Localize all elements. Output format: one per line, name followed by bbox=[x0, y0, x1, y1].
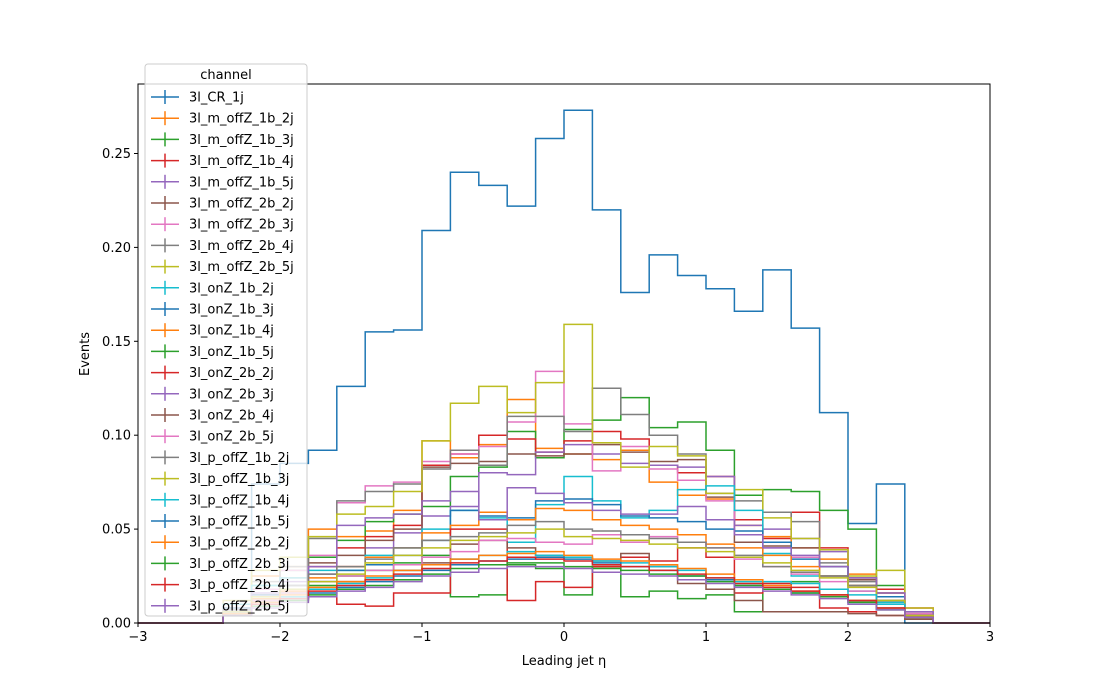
legend-label: 3l_p_offZ_2b_2j bbox=[189, 536, 289, 551]
legend-entry-3l_p_offZ_2b_2j: 3l_p_offZ_2b_2j bbox=[151, 535, 289, 551]
x-axis-label: Leading jet η bbox=[522, 654, 607, 669]
legend-label: 3l_p_offZ_1b_5j bbox=[189, 515, 289, 530]
x-tick-label: 2 bbox=[844, 630, 852, 645]
legend-label: 3l_onZ_2b_5j bbox=[189, 430, 274, 445]
legend-entry-3l_onZ_1b_2j: 3l_onZ_1b_2j bbox=[151, 280, 274, 296]
x-tick-label: 3 bbox=[986, 630, 994, 645]
legend-entries: 3l_CR_1j 3l_m_offZ_1b_2j 3l_m_offZ_1b_3j 3l… bbox=[151, 90, 294, 614]
legend-entry-3l_onZ_1b_3j: 3l_onZ_1b_3j bbox=[151, 302, 274, 318]
legend-entry-3l_m_offZ_2b_5j: 3l_m_offZ_2b_5j bbox=[151, 259, 294, 275]
legend-entry-3l_m_offZ_2b_2j: 3l_m_offZ_2b_2j bbox=[151, 196, 294, 212]
legend-entry-3l_p_offZ_2b_3j: 3l_p_offZ_2b_3j bbox=[151, 556, 289, 572]
legend-label: 3l_onZ_2b_2j bbox=[189, 366, 274, 381]
legend-label: 3l_onZ_1b_2j bbox=[189, 281, 274, 296]
legend-label: 3l_onZ_1b_5j bbox=[189, 345, 274, 360]
x-tick-label: −2 bbox=[270, 630, 289, 645]
legend-entry-3l_onZ_2b_2j: 3l_onZ_2b_2j bbox=[151, 365, 274, 381]
series-line-3l_m_offZ_2b_5j bbox=[138, 323, 990, 624]
legend-label: 3l_onZ_2b_3j bbox=[189, 387, 274, 402]
legend-entry-3l_CR_1j: 3l_CR_1j bbox=[151, 90, 244, 106]
x-tick-label: −3 bbox=[128, 630, 147, 645]
legend-label: 3l_m_offZ_1b_3j bbox=[189, 133, 294, 148]
y-tick-label: 0.20 bbox=[102, 241, 131, 256]
legend-entry-3l_onZ_1b_5j: 3l_onZ_1b_5j bbox=[151, 344, 274, 360]
y-axis-ticks: 0.00 0.05 0.10 0.15 0.20 0.25 bbox=[102, 147, 138, 632]
x-tick-label: 1 bbox=[702, 630, 710, 645]
legend-label: 3l_p_offZ_1b_4j bbox=[189, 493, 289, 508]
y-tick-label: 0.05 bbox=[102, 523, 131, 538]
legend-entry-3l_p_offZ_2b_4j: 3l_p_offZ_2b_4j bbox=[151, 577, 289, 593]
legend-label: 3l_m_offZ_2b_5j bbox=[189, 260, 294, 275]
legend-label: 3l_m_offZ_1b_5j bbox=[189, 175, 294, 190]
legend-title: channel bbox=[200, 68, 251, 83]
series-layer bbox=[138, 109, 990, 624]
legend: channel 3l_CR_1j 3l_m_offZ_1b_2j 3l_m_offZ… bbox=[144, 63, 308, 617]
legend-label: 3l_p_offZ_1b_2j bbox=[189, 451, 289, 466]
legend-label: 3l_m_offZ_1b_4j bbox=[189, 154, 294, 169]
legend-entry-3l_m_offZ_1b_3j: 3l_m_offZ_1b_3j bbox=[151, 132, 294, 148]
legend-label: 3l_m_offZ_2b_3j bbox=[189, 218, 294, 233]
x-tick-label: 0 bbox=[560, 630, 568, 645]
legend-entry-3l_p_offZ_1b_2j: 3l_p_offZ_1b_2j bbox=[151, 450, 289, 466]
legend-entry-3l_m_offZ_2b_3j: 3l_m_offZ_2b_3j bbox=[151, 217, 294, 233]
y-tick-label: 0.15 bbox=[102, 335, 131, 350]
legend-entry-3l_p_offZ_1b_4j: 3l_p_offZ_1b_4j bbox=[151, 492, 289, 508]
legend-entry-3l_onZ_2b_5j: 3l_onZ_2b_5j bbox=[151, 429, 274, 445]
legend-label: 3l_CR_1j bbox=[189, 91, 244, 106]
legend-entry-3l_p_offZ_1b_3j: 3l_p_offZ_1b_3j bbox=[151, 471, 289, 487]
legend-label: 3l_onZ_1b_3j bbox=[189, 303, 274, 318]
legend-label: 3l_m_offZ_2b_4j bbox=[189, 239, 294, 254]
legend-entry-3l_m_offZ_1b_5j: 3l_m_offZ_1b_5j bbox=[151, 174, 294, 190]
series-line-3l_CR_1j bbox=[138, 109, 990, 624]
y-tick-label: 0.00 bbox=[102, 617, 131, 632]
legend-entry-3l_p_offZ_1b_5j: 3l_p_offZ_1b_5j bbox=[151, 514, 289, 530]
series-line-3l_p_offZ_2b_5j bbox=[138, 565, 990, 624]
legend-entry-3l_onZ_2b_3j: 3l_onZ_2b_3j bbox=[151, 386, 274, 402]
y-tick-label: 0.25 bbox=[102, 147, 131, 162]
series-line-3l_m_offZ_2b_4j bbox=[138, 387, 990, 624]
legend-label: 3l_p_offZ_2b_5j bbox=[189, 599, 289, 614]
legend-label: 3l_p_offZ_2b_3j bbox=[189, 557, 289, 572]
y-axis-label: Events bbox=[78, 332, 93, 376]
legend-label: 3l_onZ_1b_4j bbox=[189, 324, 274, 339]
legend-entry-3l_onZ_2b_4j: 3l_onZ_2b_4j bbox=[151, 408, 274, 424]
legend-label: 3l_m_offZ_2b_2j bbox=[189, 197, 294, 212]
legend-frame bbox=[144, 63, 308, 617]
legend-entry-3l_m_offZ_1b_4j: 3l_m_offZ_1b_4j bbox=[151, 153, 294, 169]
legend-label: 3l_p_offZ_1b_3j bbox=[189, 472, 289, 487]
legend-label: 3l_p_offZ_2b_4j bbox=[189, 578, 289, 593]
x-tick-label: −1 bbox=[412, 630, 431, 645]
y-tick-label: 0.10 bbox=[102, 429, 131, 444]
x-axis-ticks: −3 −2 −1 0 1 2 3 bbox=[128, 623, 994, 645]
legend-label: 3l_onZ_2b_4j bbox=[189, 409, 274, 424]
legend-entry-3l_m_offZ_1b_2j: 3l_m_offZ_1b_2j bbox=[151, 111, 294, 127]
legend-entry-3l_onZ_1b_4j: 3l_onZ_1b_4j bbox=[151, 323, 274, 339]
legend-entry-3l_m_offZ_2b_4j: 3l_m_offZ_2b_4j bbox=[151, 238, 294, 254]
legend-entry-3l_p_offZ_2b_5j: 3l_p_offZ_2b_5j bbox=[151, 598, 289, 614]
legend-label: 3l_m_offZ_1b_2j bbox=[189, 112, 294, 127]
